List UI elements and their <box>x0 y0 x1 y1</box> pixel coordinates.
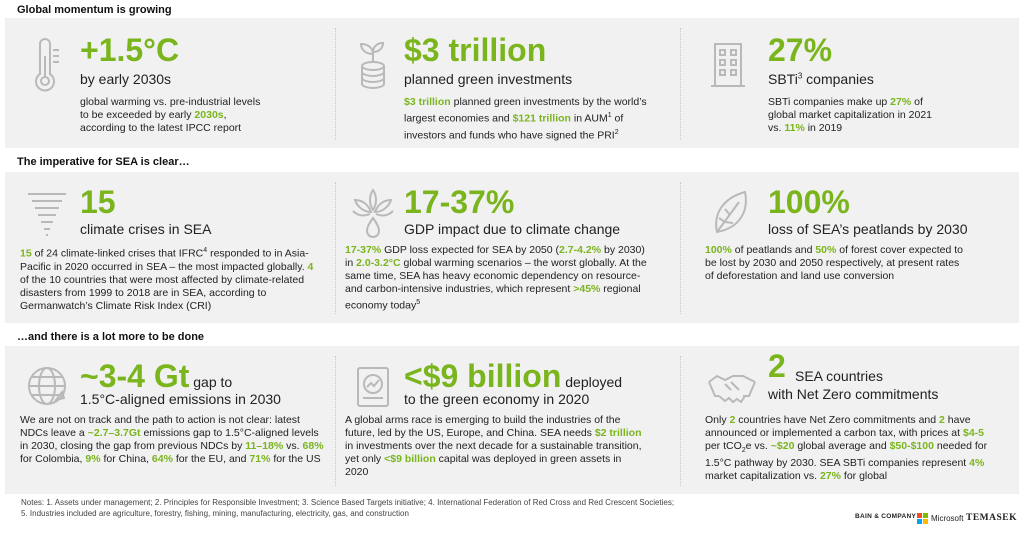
divider <box>680 356 681 486</box>
netzero-description: Only 2 countries have Net Zero commitmen… <box>705 414 988 483</box>
section-heading-global: Global momentum is growing <box>17 4 172 16</box>
footnote-line-1: Notes: 1. Assets under management; 2. Pr… <box>21 498 675 507</box>
sbti-subtitle: SBTi3 companies <box>768 71 874 87</box>
billion-value: <$9 billion deployed <box>404 358 623 394</box>
crises-subtitle: climate crises in SEA <box>80 221 212 237</box>
crises-value: 15 <box>80 184 116 220</box>
netzero-subtitle: with Net Zero commitments <box>768 386 939 402</box>
section-heading-sea: The imperative for SEA is clear… <box>17 156 190 168</box>
divider <box>335 182 336 314</box>
warming-description: global warming vs. pre-industrial levels… <box>80 96 261 134</box>
leaf-icon <box>705 186 755 242</box>
footnotes: Notes: 1. Assets under management; 2. Pr… <box>21 497 674 519</box>
chart-document-icon <box>348 360 398 416</box>
peatlands-subtitle: loss of SEA’s peatlands by 2030 <box>768 221 968 237</box>
warming-value: +1.5°C <box>80 32 180 68</box>
gdp-description: 17-37% GDP loss expected for SEA by 2050… <box>345 244 647 312</box>
sbti-description: SBTi companies make up 27% of global mar… <box>768 96 933 134</box>
leaf-drop-icon <box>348 186 398 242</box>
footnote-line-2: 5. Industries included are agriculture, … <box>21 509 409 518</box>
netzero-suffix: SEA countries <box>795 368 883 384</box>
plant-coins-icon <box>348 38 398 94</box>
microsoft-logo: Microsoft <box>917 513 963 524</box>
gdp-value: 17-37% <box>404 184 515 220</box>
crises-description: 15 of 24 climate-linked crises that IFRC… <box>20 247 314 312</box>
investments-value: $3 trillion <box>404 32 547 68</box>
globe-icon <box>22 360 72 416</box>
thermometer-icon <box>22 36 72 92</box>
band-sea <box>5 172 1019 323</box>
gap-value: ~3-4 Gt gap to <box>80 358 233 394</box>
band-global <box>5 18 1019 148</box>
gdp-subtitle: GDP impact due to climate change <box>404 221 621 237</box>
microsoft-squares-icon <box>917 513 928 524</box>
divider <box>335 356 336 486</box>
tornado-icon <box>22 186 72 242</box>
divider <box>680 28 681 140</box>
section-heading-more: …and there is a lot more to be done <box>17 331 205 343</box>
investments-subtitle: planned green investments <box>404 71 573 87</box>
billion-description: A global arms race is emerging to build … <box>345 414 642 478</box>
temasek-logo: TEMASEK <box>966 513 1018 523</box>
warming-subtitle: by early 2030s <box>80 71 172 87</box>
divider <box>680 182 681 314</box>
divider <box>335 28 336 140</box>
billion-subtitle: to the green economy in 2020 <box>404 391 590 407</box>
sbti-value: 27% <box>768 32 833 68</box>
building-icon <box>705 38 755 94</box>
netzero-value: 2 <box>768 348 786 384</box>
bain-logo: BAIN & COMPANY ◔ <box>855 513 922 520</box>
gap-subtitle: 1.5°C-aligned emissions in 2030 <box>80 391 281 407</box>
peatlands-value: 100% <box>768 184 850 220</box>
peatlands-description: 100% of peatlands and 50% of forest cove… <box>705 244 964 282</box>
band-more <box>5 346 1019 494</box>
gap-description: We are not on track and the path to acti… <box>20 414 324 465</box>
handshake-icon <box>705 360 756 416</box>
investments-description: $3 trillion planned green investments by… <box>404 96 647 141</box>
